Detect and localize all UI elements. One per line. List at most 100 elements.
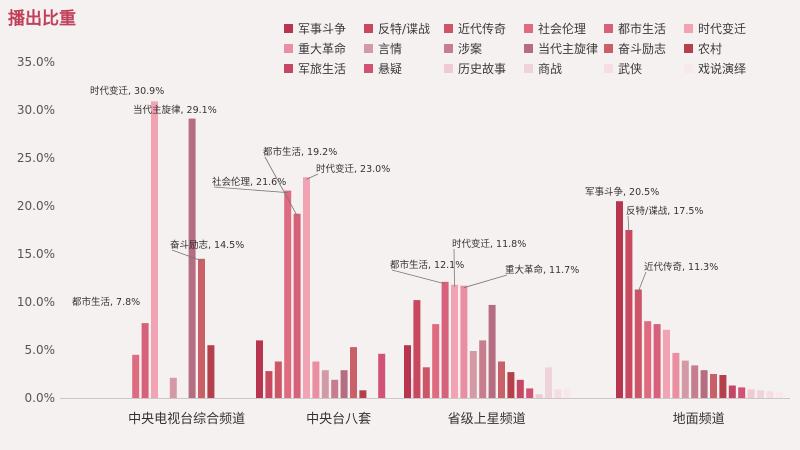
legend-label: 当代主旋律	[538, 42, 598, 56]
annotation-leader	[463, 274, 508, 289]
bar	[284, 190, 292, 398]
bar	[479, 340, 487, 398]
bar	[469, 351, 477, 398]
bar	[340, 370, 348, 398]
legend-label: 武侠	[618, 62, 642, 76]
annotation-leader	[306, 173, 319, 180]
bar	[545, 367, 552, 398]
legend-swatch	[684, 64, 693, 73]
legend-swatch	[284, 24, 293, 33]
legend-swatch	[604, 64, 613, 73]
bar	[303, 177, 310, 398]
annotation-leader	[637, 271, 647, 292]
legend-label: 历史故事	[458, 61, 506, 76]
bar	[634, 289, 642, 398]
legend-swatch	[284, 64, 293, 73]
bar	[321, 370, 329, 398]
data-label: 都市生活, 19.2%	[263, 146, 337, 158]
legend-label: 言情	[378, 42, 402, 56]
bar	[775, 392, 783, 398]
bar	[700, 370, 708, 398]
bar	[766, 391, 774, 398]
bar	[563, 388, 571, 398]
legend-swatch	[524, 64, 533, 73]
bar	[141, 323, 149, 398]
data-label: 都市生活, 7.8%	[72, 296, 140, 308]
legend-label: 奋斗励志	[618, 42, 666, 56]
bar	[691, 365, 699, 398]
category-label: 中央电视台综合频道	[128, 412, 245, 427]
bar	[672, 352, 680, 398]
bar	[460, 285, 468, 398]
legend-label: 时代变迁	[698, 21, 746, 36]
bar	[535, 394, 543, 398]
y-tick-label: 0.0%	[25, 391, 56, 405]
data-label: 近代传奇, 11.3%	[644, 261, 718, 273]
bar	[265, 371, 273, 398]
legend-swatch	[444, 64, 453, 73]
bar	[507, 372, 515, 398]
bar	[378, 353, 386, 398]
data-label: 社会伦理, 21.6%	[212, 176, 286, 188]
bar	[312, 361, 320, 398]
y-tick-label: 30.0%	[17, 103, 55, 117]
bar	[198, 258, 205, 398]
legend-swatch	[684, 44, 693, 53]
legend-label: 商战	[538, 61, 562, 76]
legend-swatch	[604, 24, 613, 33]
bar	[274, 361, 282, 398]
annotation-leader	[453, 248, 455, 287]
legend-label: 反特/谍战	[378, 21, 430, 36]
legend-label: 悬疑	[378, 61, 402, 76]
data-label: 军事斗争, 20.5%	[585, 186, 659, 198]
bar	[653, 324, 661, 398]
y-tick-label: 25.0%	[17, 151, 55, 165]
bar	[441, 281, 449, 398]
bar	[432, 324, 440, 398]
legend-label: 涉案	[458, 41, 482, 56]
bar	[526, 388, 534, 398]
bar	[350, 347, 357, 398]
annotation-leader	[391, 269, 446, 285]
y-tick-label: 15.0%	[17, 247, 55, 261]
bar	[331, 379, 339, 398]
y-tick-label: 5.0%	[25, 343, 56, 357]
category-label: 中央台八套	[306, 411, 371, 427]
legend-label: 农村	[698, 42, 722, 56]
legend-swatch	[444, 44, 453, 53]
y-tick-label: 20.0%	[17, 199, 55, 213]
data-label: 时代变迁, 23.0%	[316, 163, 390, 175]
bar	[488, 304, 496, 398]
bar	[451, 284, 458, 398]
legend-swatch	[524, 44, 533, 53]
bar	[710, 374, 717, 398]
category-label: 省级上星频道	[448, 412, 526, 427]
bar	[498, 361, 505, 398]
category-label: 地面频道	[673, 412, 725, 427]
chart-title: 播出比重	[8, 9, 76, 29]
data-label: 当代主旋律, 29.1%	[133, 104, 217, 116]
legend-label: 重大革命	[298, 41, 346, 56]
legend-label: 戏说演绎	[698, 61, 746, 76]
bar	[413, 300, 421, 398]
annotation-leader	[264, 156, 298, 216]
legend-label: 社会伦理	[538, 21, 586, 36]
bar	[616, 201, 623, 398]
legend-label: 军事斗争	[298, 22, 346, 36]
bar	[404, 345, 411, 398]
bar	[644, 321, 652, 398]
legend-swatch	[684, 24, 693, 33]
bar	[681, 360, 689, 398]
bar	[757, 390, 764, 398]
legend-swatch	[604, 44, 613, 53]
bar	[738, 387, 746, 398]
annotation-leader	[213, 186, 288, 194]
annotation-leader	[627, 215, 630, 233]
legend-swatch	[364, 24, 373, 33]
annotation-leader	[171, 249, 202, 262]
bar	[293, 213, 301, 398]
bar	[359, 390, 367, 398]
data-label: 都市生活, 12.1%	[390, 259, 464, 271]
bar	[207, 345, 215, 398]
